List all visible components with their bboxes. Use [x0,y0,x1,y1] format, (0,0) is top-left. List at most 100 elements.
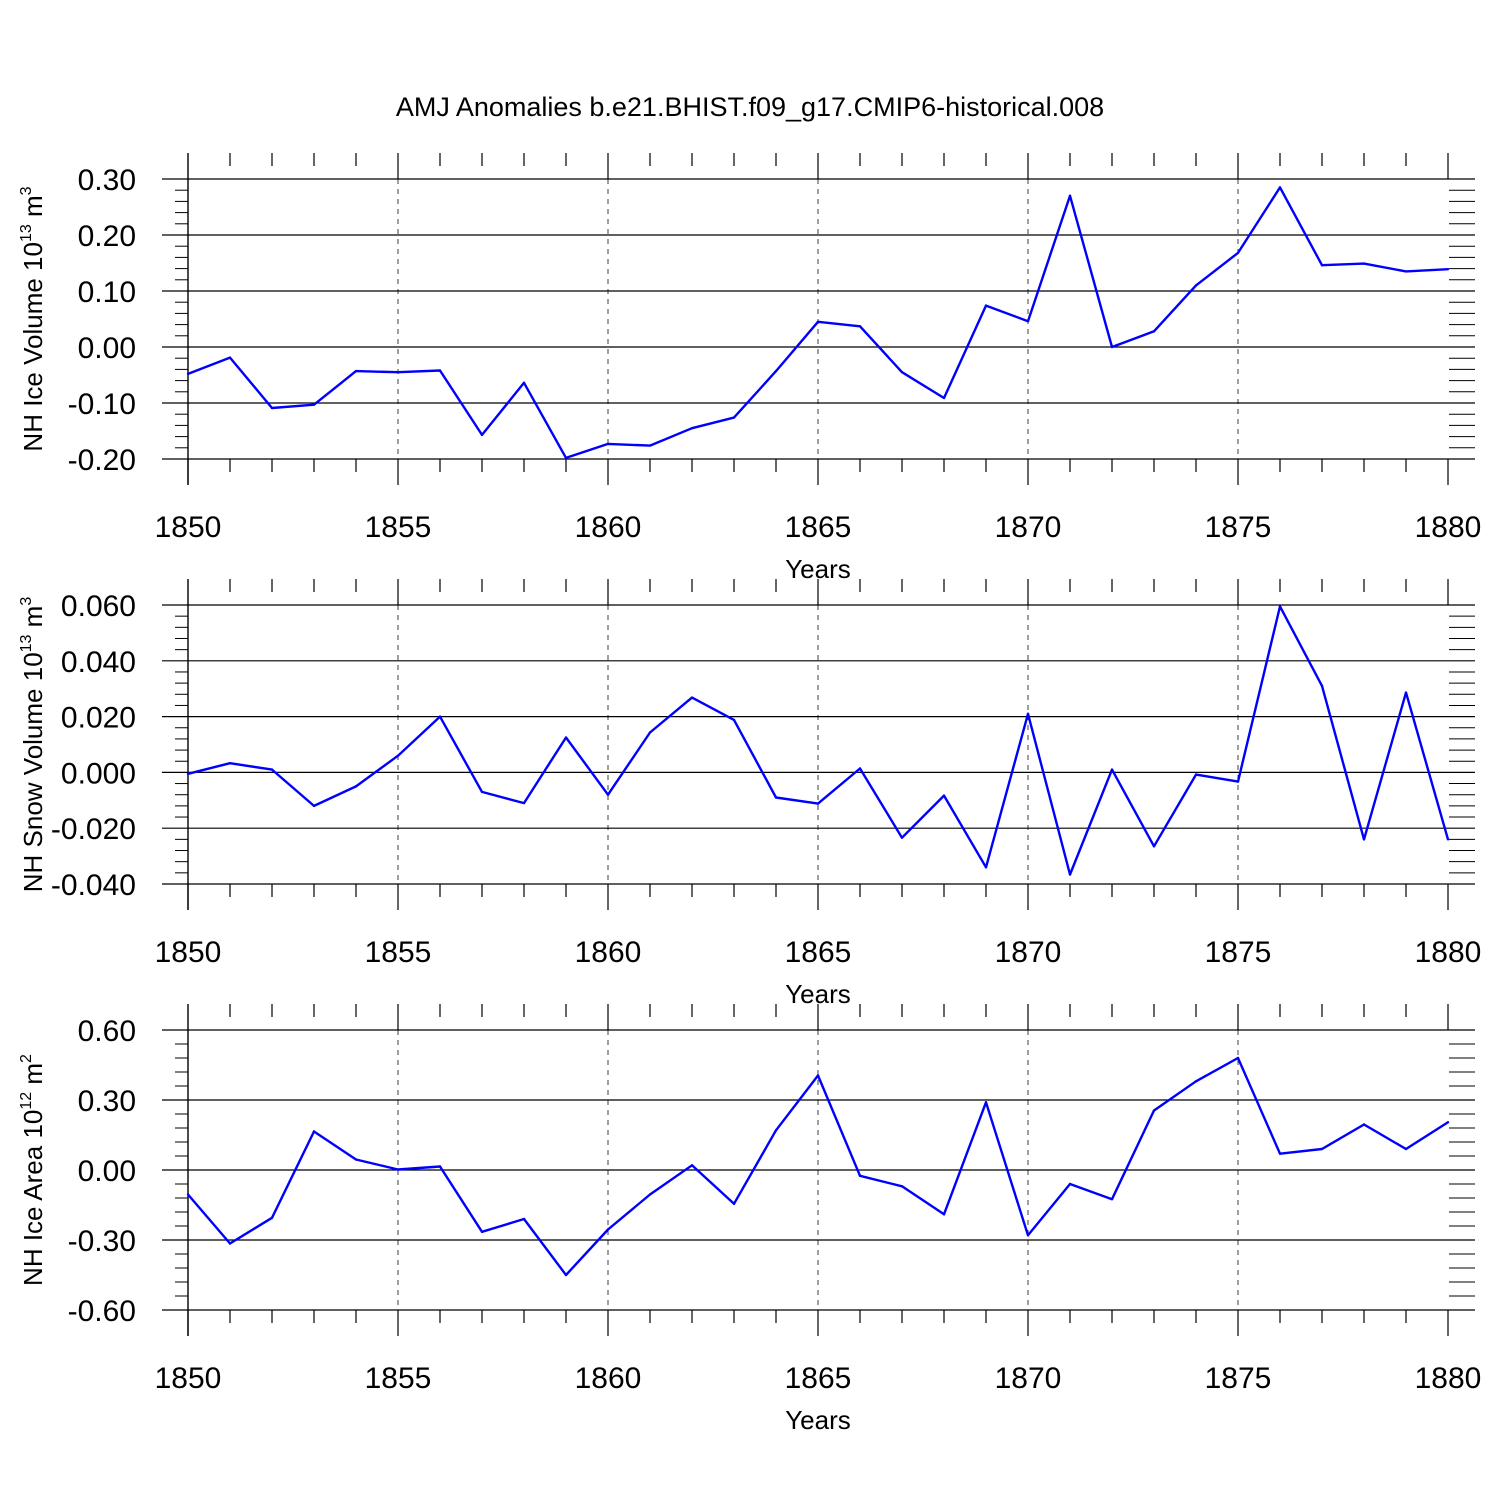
data-point [984,1101,988,1104]
y-tick-label: 0.00 [78,1155,136,1188]
x-tick-label: 1865 [785,936,852,969]
y-tick-label: -0.040 [51,869,136,902]
data-point [1026,1234,1030,1237]
data-point [1152,1109,1156,1112]
data-point [396,754,400,757]
data-point [522,801,526,805]
chart-title: AMJ Anomalies b.e21.BHIST.f09_g17.CMIP6-… [396,92,1104,122]
x-tick-label: 1870 [995,1362,1062,1395]
y-tick-label: 0.20 [78,220,136,253]
y-tick-label: -0.60 [68,1295,136,1328]
data-point [438,1165,442,1168]
data-point [984,304,988,307]
y-tick-label: 0.00 [78,332,136,365]
data-point [1404,270,1408,273]
data-point [1152,845,1156,848]
data-point [1194,1080,1198,1083]
data-point [312,1130,316,1133]
data-point [1152,330,1156,333]
data-point [354,785,358,788]
data-point [900,371,904,374]
data-point [186,1193,190,1196]
data-point [1236,780,1240,783]
y-tick-label: 0.10 [78,276,136,309]
x-tick-label: 1865 [785,511,852,544]
x-tick-label: 1870 [995,511,1062,544]
data-point [522,1217,526,1221]
data-point [732,718,736,722]
data-point [1362,838,1366,841]
data-point [1068,194,1072,197]
data-point [396,1168,400,1171]
data-point [942,396,946,400]
data-point [1026,712,1030,716]
data-point [942,1213,946,1216]
data-point [564,1273,568,1277]
x-tick-label: 1855 [365,511,432,544]
data-point [648,731,652,734]
data-point [564,456,568,460]
data-point [1026,320,1030,323]
data-point [606,442,610,446]
panel-1: 0.30 0.20 0.10 0.00 -0.10 -0.20 1850 1855 1860 18… [18,153,1481,584]
data-point [942,794,946,797]
data-point [186,372,190,376]
y-tick-label: 0.020 [61,702,136,735]
data-point [1404,691,1408,694]
data-point [438,369,442,372]
data-point [816,320,820,323]
y-tick-label: 0.60 [78,1015,136,1048]
panel-3: 0.60 0.30 0.00 -0.30 -0.60 1850 1855 1860 1865 18… [18,1004,1481,1435]
data-point [816,802,820,805]
y-tick-label: -0.020 [51,813,136,846]
y-tick-label: 0.30 [78,164,136,197]
data-point [1446,267,1450,271]
data-point [1320,684,1324,688]
data-point [270,768,274,771]
x-tick-label: 1855 [365,1362,432,1395]
x-tick-label: 1880 [1415,1362,1482,1395]
data-point [1110,1197,1114,1201]
y-axis-label: NH Snow Volume 1013 m3 [18,597,48,893]
data-point [648,444,652,447]
data-point [774,369,778,373]
data-point [1110,768,1114,771]
y-axis-label: NH Ice Area 1012 m2 [18,1054,48,1286]
data-point [648,1193,652,1196]
x-tick-label: 1860 [575,936,642,969]
y-tick-label: -0.30 [68,1225,136,1258]
y-tick-label: 0.040 [61,646,136,679]
y-tick-label: 0.30 [78,1085,136,1118]
x-tick-label: 1850 [155,936,222,969]
data-point [438,715,442,718]
data-point [186,772,190,775]
data-point [1446,838,1450,841]
y-axis-label: NH Ice Volume 1013 m3 [18,186,48,451]
data-point [1278,186,1282,189]
data-point [1320,264,1324,267]
data-point [1446,1120,1450,1124]
data-point [1194,284,1198,287]
data-point [480,1230,484,1234]
x-tick-label: 1880 [1415,511,1482,544]
x-tick-label: 1870 [995,936,1062,969]
data-point [1068,873,1072,876]
y-tick-label: -0.10 [68,388,136,421]
y-tick-label: -0.20 [68,444,136,477]
data-point [1236,1056,1240,1060]
data-point [816,1074,820,1077]
data-point [1404,1147,1408,1151]
data-point [312,804,316,808]
data-point [690,1164,694,1167]
data-point [1236,251,1240,255]
x-axis-label: Years [785,1405,851,1435]
data-point [1278,1152,1282,1155]
x-tick-label: 1875 [1205,511,1272,544]
y-tick-label: 0.000 [61,757,136,790]
x-tick-label: 1875 [1205,1362,1272,1395]
data-point [732,1202,736,1206]
y-tick-label: 0.060 [61,590,136,623]
x-tick-label: 1860 [575,511,642,544]
x-tick-label: 1850 [155,511,222,544]
